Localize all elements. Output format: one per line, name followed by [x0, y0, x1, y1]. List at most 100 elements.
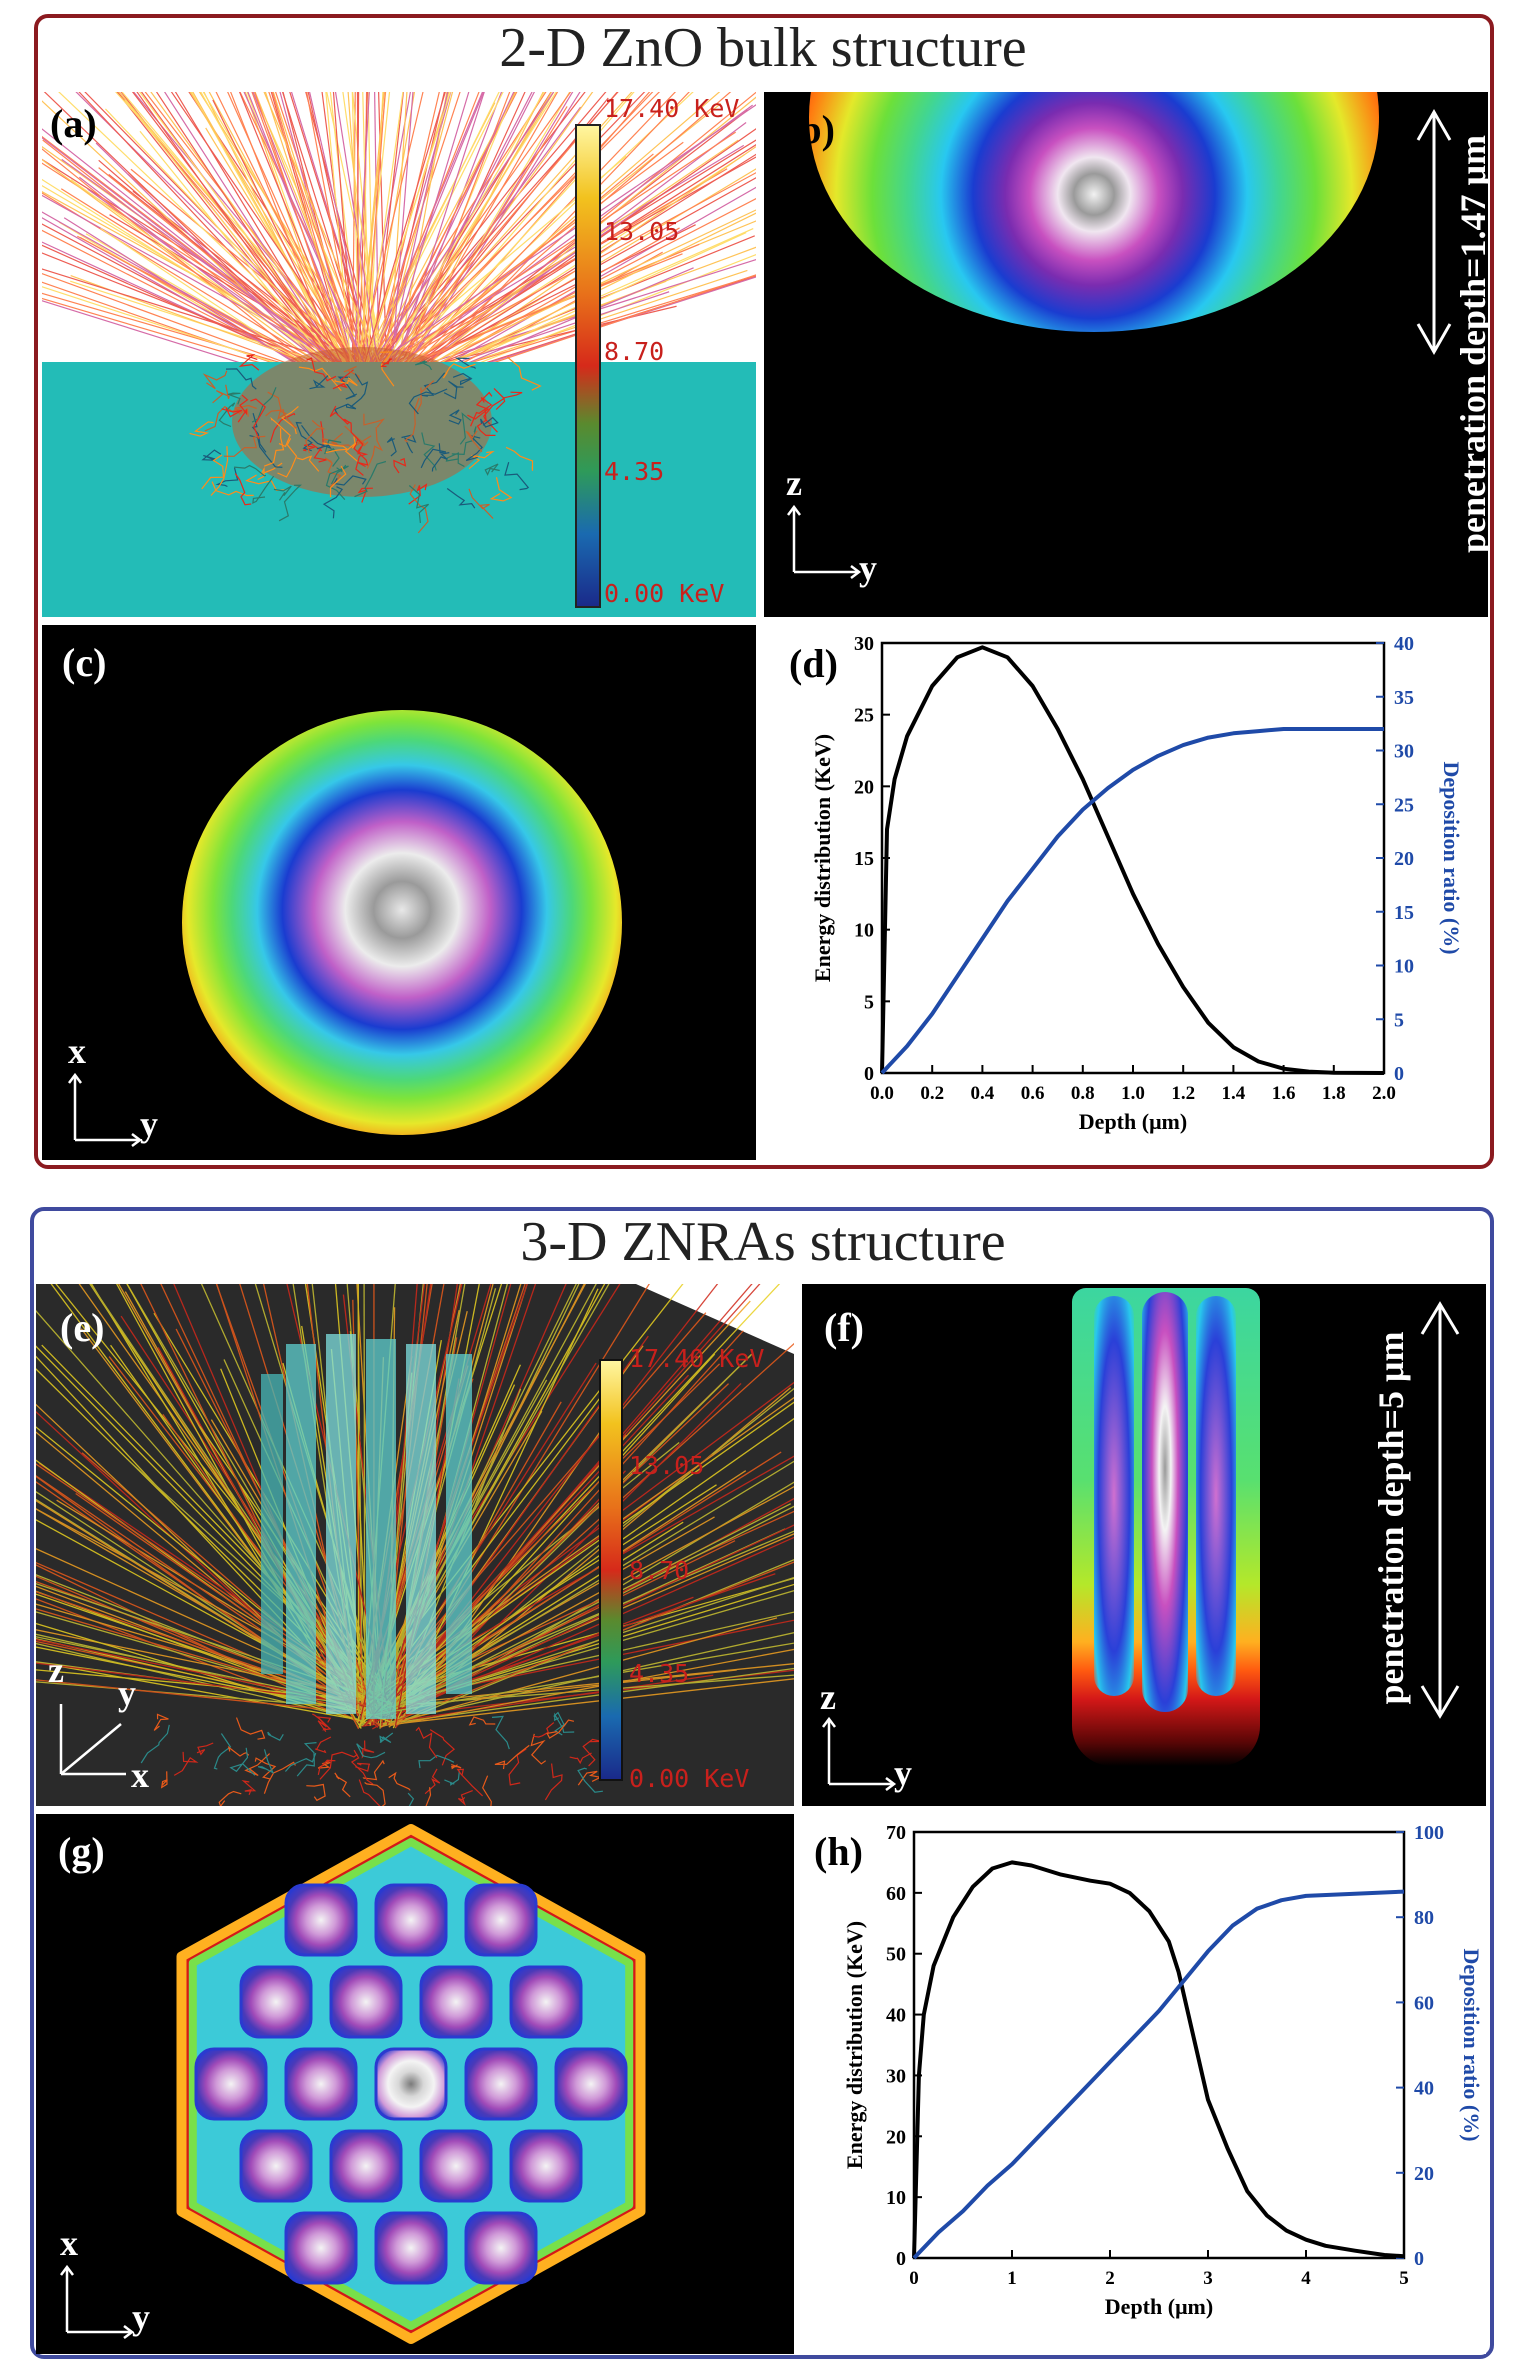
trajectory-ray [89, 1284, 379, 1712]
scatter-path [238, 354, 260, 371]
trajectory-ray [383, 1288, 497, 1702]
x-axis-label: Depth (μm) [1079, 1109, 1187, 1134]
y2-tick-label: 10 [1394, 956, 1414, 978]
y2-tick-label: 15 [1394, 902, 1414, 924]
scatter-path [337, 376, 358, 400]
y2-axis-label: Deposition ratio (%) [1439, 761, 1464, 954]
y2-tick-label: 25 [1394, 794, 1414, 816]
x-tick-label: 1.2 [1171, 1083, 1195, 1104]
scatter-path [358, 1779, 381, 1806]
scatter-path [330, 465, 349, 485]
scatter-path [495, 391, 523, 410]
scatter-path [350, 373, 369, 408]
x-tick-label: 3 [1203, 2268, 1213, 2289]
scatter-path [491, 1715, 510, 1750]
scatter-path [442, 363, 476, 379]
y-tick-label: 0 [896, 2248, 906, 2270]
x-tick-label: 0.6 [1021, 1083, 1045, 1104]
scatter-path [554, 1712, 575, 1733]
scatter-path [212, 384, 230, 404]
panel-c-top-energy-map: (c) x y [42, 625, 756, 1160]
trajectory-ray [36, 1345, 397, 1715]
penetration-depth-f: penetration depth=5 μm [1371, 1331, 1411, 1705]
axis-x-e: x [131, 1755, 149, 1795]
scatter-path [250, 398, 266, 440]
scatter-path [329, 465, 347, 498]
panel-e-trajectory-image: 17.40 KeV 13.05 8.70 4.35 0.00 KeV (e) z… [36, 1284, 794, 1806]
trajectory-ray [364, 1642, 794, 1717]
scatter-path [448, 409, 462, 425]
trajectory-ray [352, 141, 684, 388]
x-tick-label: 1.8 [1322, 1083, 1346, 1104]
nanorod-cell [239, 2129, 313, 2203]
scatter-path [468, 450, 495, 470]
trajectory-ray [388, 1284, 650, 1706]
scatter-path [364, 1782, 386, 1806]
scatter-path [322, 486, 344, 519]
trajectory-ray [370, 92, 552, 381]
trajectory-ray [131, 92, 358, 388]
scatter-path [201, 454, 225, 490]
y-tick-label: 20 [886, 2126, 906, 2148]
trajectory-ray [264, 92, 364, 392]
nanorod-cell [374, 1883, 448, 1957]
trajectory-ray [334, 92, 386, 407]
axis-arrows-f [822, 1716, 897, 1791]
scatter-path [305, 419, 326, 454]
nanorod-cell [329, 2129, 403, 2203]
scatter-path [332, 369, 354, 390]
panel-f-label: (f) [824, 1305, 864, 1350]
scatter-path [458, 1790, 473, 1806]
axis-z-e: z [48, 1650, 64, 1690]
trajectory-ray [80, 1328, 367, 1707]
y-tick-label: 60 [886, 1883, 906, 1905]
scatter-path [465, 430, 483, 453]
trajectory-ray [42, 100, 365, 402]
trajectory-ray [361, 258, 756, 385]
scatter-path [325, 464, 347, 500]
trajectory-ray [246, 92, 359, 405]
trajectory-ray [139, 92, 356, 382]
scatter-path [409, 484, 429, 534]
colorbar-a-min: 0.00 KeV [604, 579, 725, 608]
trajectory-ray [377, 92, 470, 395]
panel-g-top-energy-map: (g) x y [36, 1814, 794, 2354]
scatter-path [379, 1732, 394, 1744]
trajectory-ray [354, 92, 633, 402]
trajectory-ray [379, 1617, 778, 1728]
scatter-path [251, 387, 277, 423]
scatter-path [429, 1729, 456, 1766]
scatter-path [408, 388, 448, 415]
trajectory-ray [239, 92, 381, 383]
trajectory-ray [372, 92, 515, 394]
trajectory-ray [42, 178, 379, 393]
x-tick-label: 1.0 [1121, 1083, 1145, 1104]
panel-d-chart: 0.0 0.2 0.4 0.6 0.8 1.0 1.2 1.4 1.6 1.8 2.0 0 5 10 15 2… [764, 625, 1488, 1160]
trajectory-ray [391, 1619, 794, 1702]
y-tick-label: 0 [864, 1063, 874, 1085]
nanorod-cell [194, 2047, 268, 2121]
scatter-path [317, 1761, 331, 1769]
y-tick-label: 20 [854, 776, 874, 798]
bulk-structure-frame [34, 14, 1494, 1169]
energy-distribution-line [912, 1860, 1405, 2259]
y-tick-label: 30 [886, 2065, 906, 2087]
nanorod-cell [419, 1965, 493, 2039]
trajectory-ray [355, 92, 484, 397]
scatter-path [235, 1717, 266, 1740]
y2-tick-label: 20 [1394, 848, 1414, 870]
scatter-path [342, 418, 364, 455]
trajectory-ray [126, 1284, 375, 1723]
scatter-path [334, 377, 358, 387]
scatter-path [446, 488, 476, 509]
scatter-path [393, 457, 407, 474]
scatter-path [257, 462, 283, 481]
y-tick-label: 40 [886, 2005, 906, 2027]
axis-z-f: z [820, 1677, 836, 1717]
panel-h-chart: 0 1 2 3 4 5 0 10 20 30 40 50 60 70 0 20 40 60 80 100 Depth (… [802, 1814, 1486, 2354]
trajectory-ray [332, 92, 357, 392]
scatter-path [421, 372, 446, 397]
scatter-path [504, 462, 530, 491]
axis-y-b: y [859, 548, 877, 588]
